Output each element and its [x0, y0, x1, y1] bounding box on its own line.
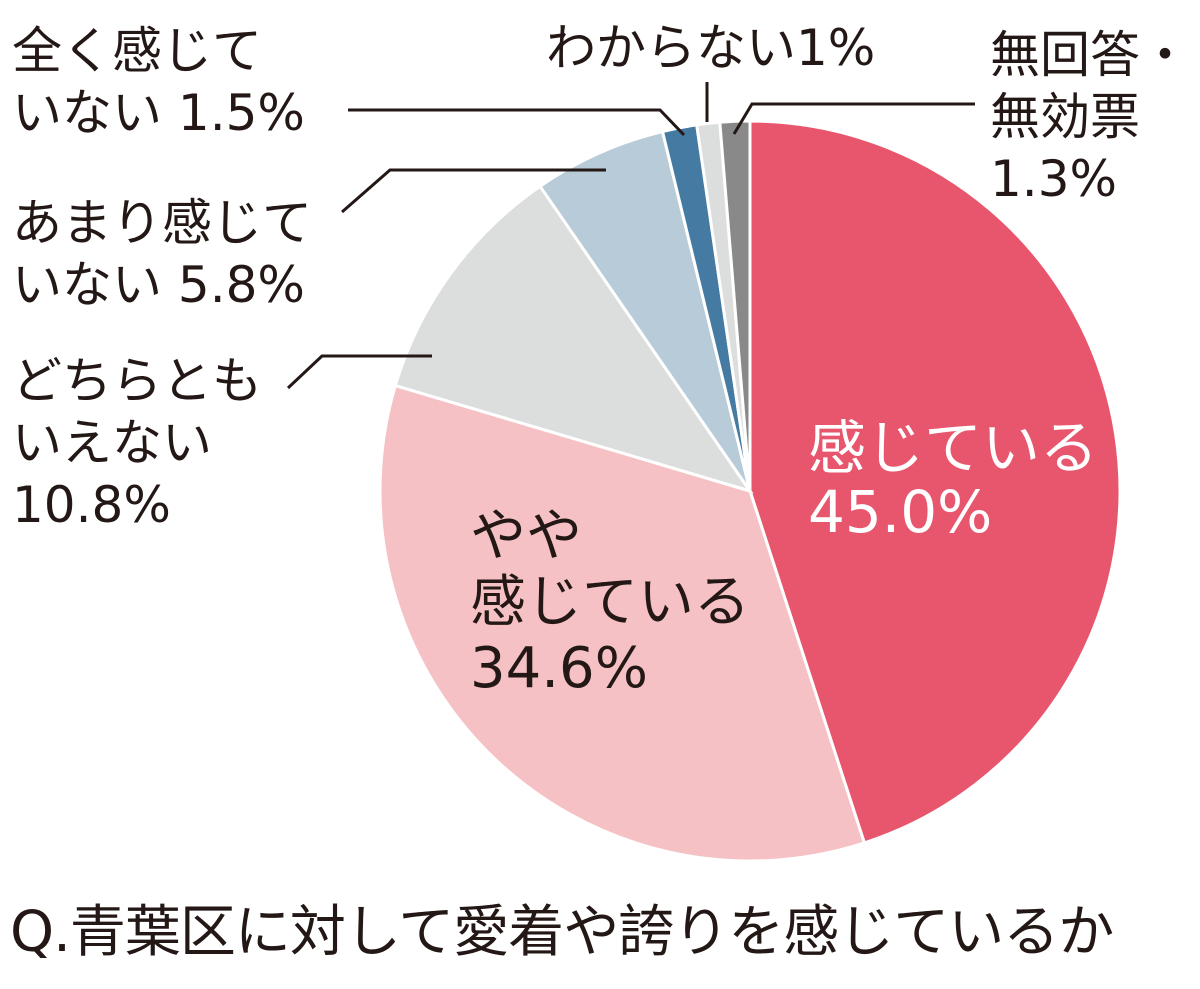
slice-label-4: あまり感じていない 5.8% [12, 194, 312, 314]
slice-label-1: 感じている 45.0% [808, 414, 1098, 546]
leader-line-4 [341, 168, 606, 214]
leader-line-5 [348, 108, 686, 137]
slice-label-line: いえない [12, 414, 212, 472]
slice-label-5: 全く感じていない 1.5% [12, 22, 305, 142]
slice-label-line: あまり感じて [12, 194, 312, 252]
pie-slices [378, 119, 1122, 863]
slice-label-line: いない 5.8% [12, 256, 305, 314]
chart-title: Q.青葉区に対して愛着や誇りを感じているか [10, 900, 1114, 965]
leader-line-3 [286, 354, 432, 390]
slice-label-6: わからない1% [546, 19, 875, 77]
slice-label-2: やや感じている 34.6% [470, 504, 750, 701]
slice-label-line: 感じている [808, 414, 1098, 482]
leader-lines [286, 82, 975, 390]
slice-label-line: 感じている [470, 570, 750, 635]
slice-label-line: わからない1% [546, 19, 875, 77]
slice-label-line: いない 1.5% [12, 84, 305, 142]
pie-slice-2 [378, 383, 867, 863]
slice-label-line: どちらとも [12, 352, 262, 410]
slice-label-line: 無回答・ [990, 26, 1190, 84]
pie-slice-1 [748, 119, 1122, 845]
slice-label-line: 10.8% [12, 476, 171, 534]
slice-labels: 感じている 45.0%やや感じている 34.6%どちらともいえない 10.8%あまり感… [12, 19, 1190, 701]
pie-slice-7 [718, 119, 752, 492]
slice-label-7: 無回答・無効票 1.3% [990, 26, 1190, 208]
pie-slice-3 [393, 184, 754, 494]
slice-label-line: 無効票 [990, 88, 1140, 146]
pie-slice-4 [538, 129, 752, 492]
slice-label-line: 45.0% [808, 478, 992, 546]
slice-label-line: 1.3% [990, 150, 1117, 208]
leader-line-7 [732, 102, 975, 135]
slice-label-3: どちらともいえない 10.8% [12, 352, 262, 534]
slice-label-line: 全く感じて [12, 22, 262, 80]
slice-label-line: やや [470, 504, 582, 569]
slice-label-line: 34.6% [470, 636, 648, 701]
